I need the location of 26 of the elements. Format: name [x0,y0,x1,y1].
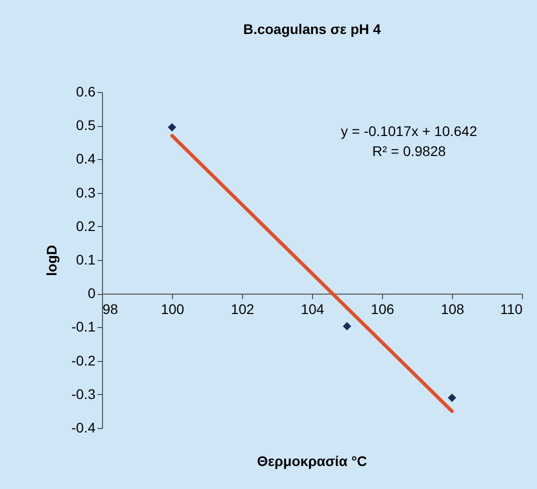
annotation: y = -0.1017x + 10.642 [340,123,478,139]
y-tick-label: -0.1 [71,318,96,335]
x-axis-title: Θερμοκρασία °C [256,453,368,469]
y-tick-label: 0.6 [76,84,96,100]
x-tick-label: 110 [500,301,523,318]
point [342,322,352,330]
chart-title: B.coagulans σε pH 4 [243,21,381,37]
y-tick-label: 0.4 [76,150,96,167]
y-tick-label: 0.5 [76,117,96,134]
y-tick-label: -0.3 [71,386,96,402]
point [168,123,176,132]
point [448,394,456,402]
y-tick-label: 0.3 [76,184,96,200]
x-tick-label: 108 [440,301,464,318]
x-tick-label: 104 [300,301,324,318]
y-tick-label: 0.1 [76,252,96,268]
y-tick-label: 0 [88,285,96,302]
annotation: R² = 0.9828 [372,143,446,159]
y-tick-label: -0.4 [71,420,96,436]
y-tick-label: 0.2 [76,218,96,234]
x-tick-label: 106 [370,301,394,318]
y-axis-title: logD [43,244,60,276]
x-tick-label: 100 [160,301,184,318]
x-tick-label: 98 [102,301,118,318]
x-tick-label: 102 [230,301,254,318]
y-tick-label: -0.2 [71,352,96,368]
